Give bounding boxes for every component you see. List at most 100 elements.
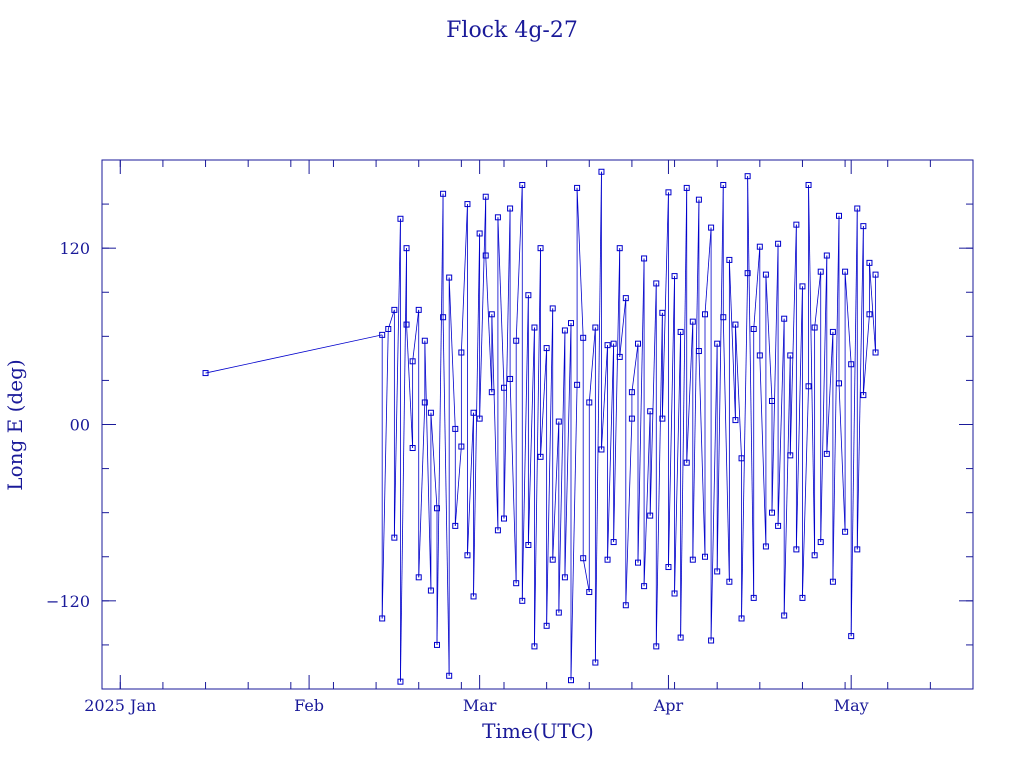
data-point [842,268,849,275]
series-line-segment [674,331,682,594]
series-line-segment [856,226,864,550]
data-point [379,615,386,622]
data-point [805,181,812,188]
data-point [494,214,501,221]
series-line-segment [643,411,651,587]
data-point [787,352,794,359]
series-line-segment [686,321,694,463]
data-point [610,340,617,347]
data-point [537,245,544,252]
data-point [866,259,873,266]
data-point [513,337,520,344]
data-point [440,314,447,321]
series-line-segment [467,412,474,556]
data-point [464,201,471,208]
series-line-segment [613,248,621,543]
data-point [817,539,824,546]
series-line-segment [594,171,602,663]
data-point [744,173,751,180]
data-point [702,553,708,560]
series-line-segment [716,184,724,572]
data-point [829,328,836,335]
data-point [476,415,483,422]
data-point [647,408,654,415]
data-point [622,602,629,609]
series-line-segment [869,262,876,353]
data-point [397,215,404,222]
data-point [769,509,775,516]
data-point [568,677,574,684]
data-point [641,255,648,262]
series-line-segment [631,343,639,393]
series-line-segment [728,259,736,421]
series-line-segment [759,355,767,547]
data-point [677,328,684,335]
data-point [391,306,398,313]
series-line-segment [692,199,700,560]
data-point [592,659,599,666]
data-point [598,168,605,175]
data-point [775,240,782,247]
data-point [628,415,635,422]
series-line-segment [777,318,785,526]
series-line-segment [655,312,663,647]
series-line-segment [844,271,852,365]
data-point [817,268,824,275]
data-point [482,252,489,259]
series-line-segment [789,224,797,456]
series-line-segment [448,277,456,429]
data-point [604,556,611,563]
data-point [714,340,721,347]
data-point [628,389,635,396]
data-point [775,522,782,529]
series-line-segment [406,324,414,449]
data-point [793,221,800,228]
data-point [549,556,556,563]
data-point [744,270,751,277]
series-line-segment [558,330,566,613]
data-point [391,534,398,541]
series-line-segment [722,317,730,582]
y-axis-label: Long E (deg) [3,359,27,490]
series-line-segment [473,233,481,597]
y-tick-label: 00 [70,416,90,435]
data-point [720,181,727,188]
series-line-segment [393,218,401,538]
data-point [732,321,739,328]
data-point [793,546,800,553]
data-point [458,349,465,356]
series-line-segment [783,355,791,616]
series-line-segment [442,317,450,676]
data-point [659,415,666,422]
data-point [519,597,526,604]
data-point [421,337,428,344]
series-line-segment [485,255,493,393]
data-point [561,327,568,334]
series-line-segment [582,558,590,593]
data-point [762,271,769,278]
data-point [409,445,416,452]
data-point [683,184,690,191]
series-line-segment [735,324,742,459]
x-tick-label: 2025 Jan [84,696,156,715]
data-point [616,353,623,360]
data-point [659,309,666,316]
data-point [592,324,599,331]
data-point [848,633,855,640]
y-axis: 120 00 −120 [46,159,973,690]
data-point [501,515,507,522]
series-line-segment [400,248,407,682]
series-line-segment [741,273,749,619]
data-point [695,196,702,203]
x-tick-label: May [834,696,869,715]
data-point [714,568,721,575]
data-point [446,672,453,679]
data-point [379,331,386,338]
data-point [507,205,514,212]
data-point [769,397,775,404]
data-point [409,358,416,365]
data-point [635,559,641,566]
data-point [598,446,605,453]
data-point [403,245,410,252]
data-point [537,453,544,460]
